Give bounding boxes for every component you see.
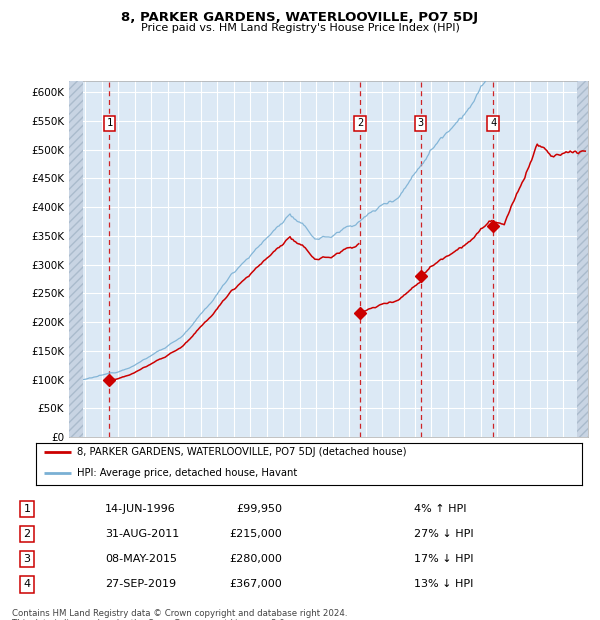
Text: £367,000: £367,000: [229, 580, 282, 590]
Text: 08-MAY-2015: 08-MAY-2015: [105, 554, 177, 564]
Text: 13% ↓ HPI: 13% ↓ HPI: [414, 580, 473, 590]
Text: 1: 1: [23, 503, 31, 514]
Text: 4: 4: [23, 580, 31, 590]
Text: 8, PARKER GARDENS, WATERLOOVILLE, PO7 5DJ: 8, PARKER GARDENS, WATERLOOVILLE, PO7 5D…: [121, 11, 479, 24]
Text: HPI: Average price, detached house, Havant: HPI: Average price, detached house, Hava…: [77, 468, 297, 478]
Bar: [577, 81, 588, 437]
Text: 14-JUN-1996: 14-JUN-1996: [105, 503, 176, 514]
Text: 1: 1: [106, 118, 112, 128]
Text: 27% ↓ HPI: 27% ↓ HPI: [414, 529, 473, 539]
Text: 3: 3: [418, 118, 424, 128]
Text: £280,000: £280,000: [229, 554, 282, 564]
Text: 2: 2: [357, 118, 363, 128]
Text: 27-SEP-2019: 27-SEP-2019: [105, 580, 176, 590]
Text: £99,950: £99,950: [236, 503, 282, 514]
Text: 4% ↑ HPI: 4% ↑ HPI: [414, 503, 467, 514]
Text: 3: 3: [23, 554, 31, 564]
Text: 2: 2: [23, 529, 31, 539]
Text: 31-AUG-2011: 31-AUG-2011: [105, 529, 179, 539]
Text: 4: 4: [490, 118, 496, 128]
Text: 17% ↓ HPI: 17% ↓ HPI: [414, 554, 473, 564]
Text: 8, PARKER GARDENS, WATERLOOVILLE, PO7 5DJ (detached house): 8, PARKER GARDENS, WATERLOOVILLE, PO7 5D…: [77, 447, 406, 457]
Bar: [69, 81, 83, 437]
Text: Contains HM Land Registry data © Crown copyright and database right 2024.
This d: Contains HM Land Registry data © Crown c…: [12, 609, 347, 620]
Text: Price paid vs. HM Land Registry's House Price Index (HPI): Price paid vs. HM Land Registry's House …: [140, 23, 460, 33]
Text: £215,000: £215,000: [229, 529, 282, 539]
